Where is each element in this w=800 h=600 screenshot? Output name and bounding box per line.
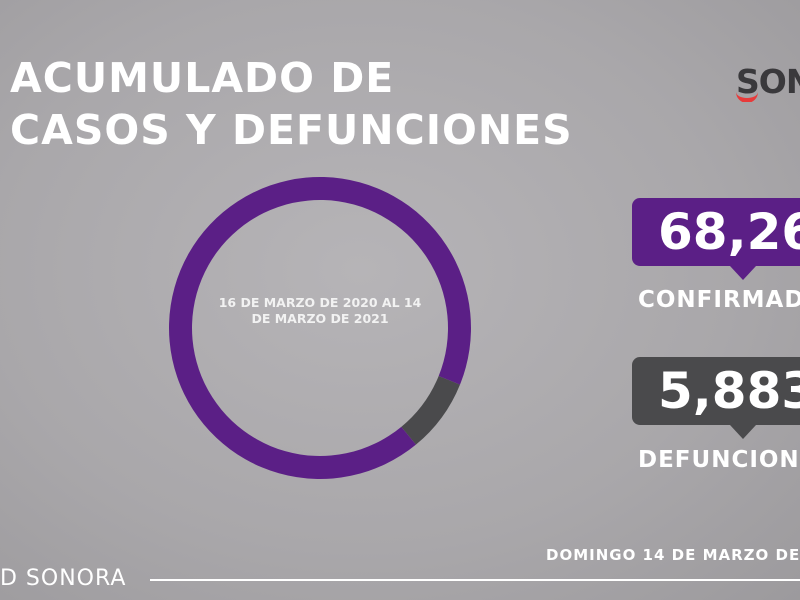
logo-swoosh-icon: [736, 84, 758, 102]
title-line-1: ACUMULADO DE: [10, 54, 395, 102]
donut-center-label: 16 DE MARZO DE 2020 AL 14 DE MARZO DE 20…: [218, 295, 422, 326]
confirmed-label: CONFIRMAD: [638, 287, 800, 313]
deaths-pointer: [730, 425, 756, 439]
deaths-value: 5,883: [632, 357, 800, 425]
title-line-2: CASOS Y DEFUNCIONES: [10, 106, 573, 154]
page-title: ACUMULADO DE CASOS Y DEFUNCIONES: [10, 52, 573, 156]
brand-logo: SONO: [736, 62, 800, 102]
footer-text: D SONORA: [0, 566, 127, 591]
confirmed-pointer: [730, 266, 756, 280]
footer-divider: [150, 579, 800, 581]
confirmed-value: 68,26: [632, 198, 800, 266]
report-date: DOMINGO 14 DE MARZO DE: [546, 546, 800, 564]
donut-slice-defunciones: [401, 375, 461, 445]
deaths-label: DEFUNCION: [638, 447, 800, 473]
donut-chart: [169, 177, 471, 479]
